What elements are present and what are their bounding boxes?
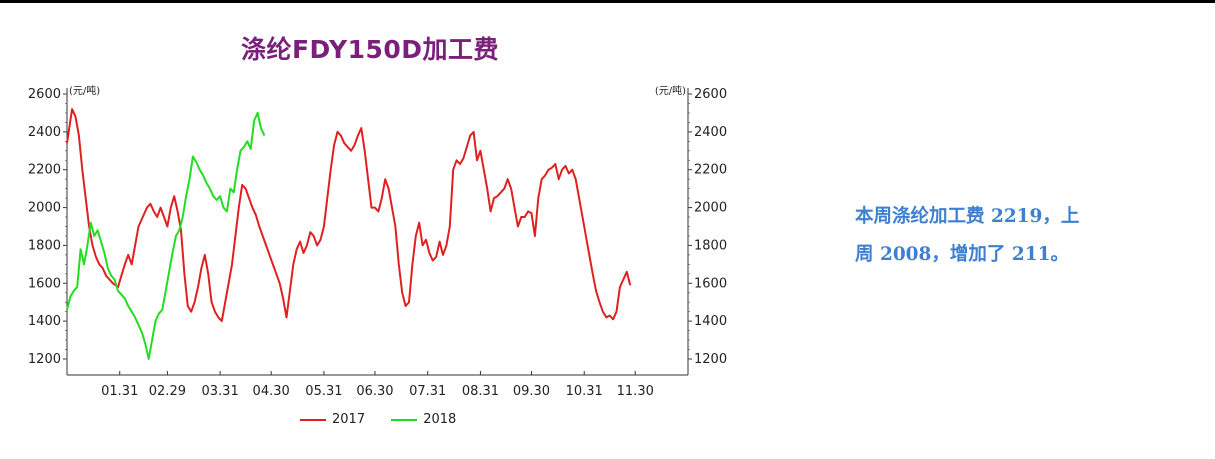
x-tick-label: 11.30 [617, 384, 654, 399]
x-tick-label: 04.30 [253, 384, 290, 399]
x-tick-label: 08.31 [462, 384, 499, 399]
top-border-line [0, 0, 1215, 3]
legend-item-2017: 2017 [300, 412, 365, 427]
x-tick-label: 09.30 [513, 384, 550, 399]
left-y-tick-label: 2000 [28, 201, 61, 216]
x-tick-label: 02.29 [149, 384, 186, 399]
right-y-tick-label: 1800 [694, 238, 727, 253]
left-y-tick-label: 2200 [28, 163, 61, 178]
left-y-tick-label: 2400 [28, 125, 61, 140]
summary-note: 本周涤纶加工费 2219，上 周 2008，增加了 211。 [855, 198, 1175, 274]
series-line-2018 [66, 111, 266, 360]
left-y-tick-label: 1600 [28, 276, 61, 291]
left-axis-unit: (元/吨) [69, 84, 100, 97]
chart-title: 涤纶FDY150D加工费 [240, 35, 500, 64]
right-y-tick-label: 1200 [694, 352, 727, 367]
summary-line-1: 本周涤纶加工费 2219，上 [855, 206, 1080, 227]
right-y-tick-label: 1600 [694, 276, 727, 291]
right-y-tick-label: 2600 [694, 87, 727, 102]
legend-item-2018: 2018 [391, 412, 456, 427]
chart-container: 涤纶FDY150D加工费 1200 1200 1400 1400 1600 1600 180… [28, 35, 727, 427]
left-y-tick-label: 1800 [28, 238, 61, 253]
x-tick-label: 05.31 [305, 384, 342, 399]
chart-plot: 1200 1200 1400 1400 1600 1600 1800 1800 2000 2000… [28, 84, 727, 399]
left-y-tick-label: 1200 [28, 352, 61, 367]
x-tick-label: 07.31 [409, 384, 446, 399]
legend-swatch-2017 [300, 418, 326, 421]
right-y-tick-label: 2400 [694, 125, 727, 140]
x-tick-label: 06.30 [356, 384, 393, 399]
right-y-tick-label: 1400 [694, 314, 727, 329]
left-y-tick-label: 1400 [28, 314, 61, 329]
right-y-tick-label: 2200 [694, 163, 727, 178]
right-axis-unit: (元/吨) [655, 84, 686, 97]
chart-legend: 2017 2018 [300, 412, 478, 427]
x-tick-label: 01.31 [101, 384, 138, 399]
legend-label-2018: 2018 [423, 412, 457, 427]
right-y-tick-label: 2000 [694, 201, 727, 216]
left-y-tick-label: 2600 [28, 87, 61, 102]
x-tick-label: 03.31 [202, 384, 239, 399]
series-line-2017 [66, 108, 632, 323]
legend-label-2017: 2017 [332, 412, 366, 427]
x-tick-label: 10.31 [566, 384, 603, 399]
summary-line-2: 周 2008，增加了 211。 [855, 244, 1069, 265]
legend-swatch-2018 [391, 418, 418, 421]
